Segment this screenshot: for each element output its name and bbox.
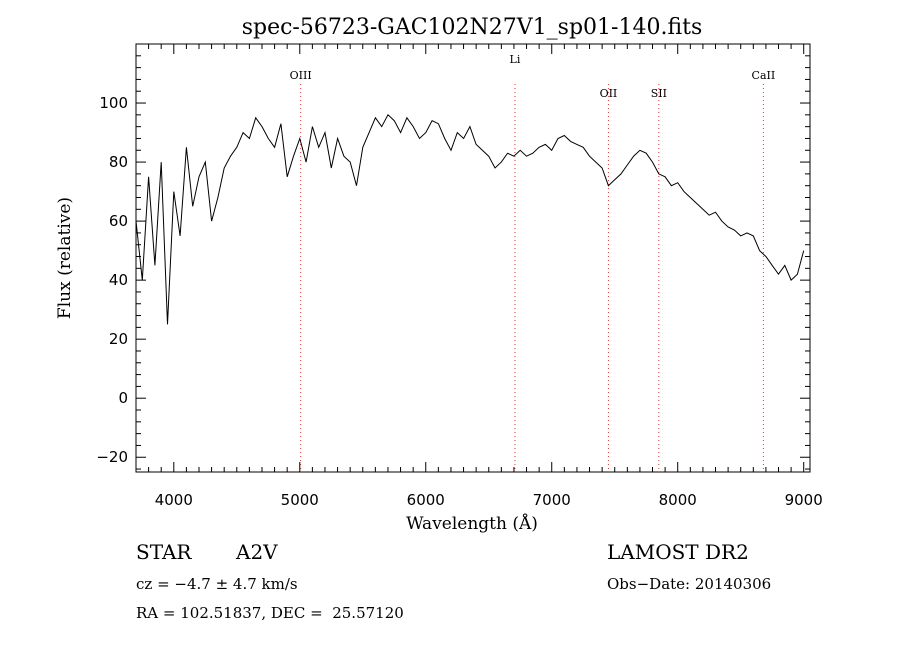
x-tick-label: 9000	[785, 491, 823, 509]
x-axis-label: Wavelength (Å)	[406, 513, 538, 534]
plot-frame	[135, 43, 811, 473]
y-tick-label: 60	[109, 212, 128, 230]
object-class: STAR	[136, 540, 192, 564]
x-tick-label: 6000	[407, 491, 445, 509]
y-tick-label: 20	[109, 330, 128, 348]
spectrum-chart: spec-56723-GAC102N27V1_sp01-140.fits OII…	[55, 15, 823, 534]
x-tick-label: 5000	[281, 491, 319, 509]
obs-date: Obs−Date: 20140306	[607, 575, 772, 593]
line-label-li: Li	[510, 53, 521, 66]
y-tick-label: −20	[96, 448, 128, 466]
y-tick-label: 40	[109, 271, 128, 289]
line-label-caii: CaII	[752, 69, 776, 82]
redshift-cz: cz = −4.7 ± 4.7 km/s	[136, 575, 298, 593]
y-axis-label: Flux (relative)	[55, 197, 75, 319]
x-tick-label: 8000	[659, 491, 697, 509]
line-label-sii: SII	[651, 87, 667, 100]
line-label-oiii: OIII	[290, 69, 312, 82]
y-tick-label: 0	[118, 389, 128, 407]
line-label-oii: OII	[600, 87, 618, 100]
object-subclass: A2V	[236, 540, 278, 564]
ra-dec: RA = 102.51837, DEC = 25.57120	[136, 604, 404, 622]
y-tick-label: 80	[109, 153, 128, 171]
chart-title: spec-56723-GAC102N27V1_sp01-140.fits	[242, 15, 703, 40]
spectrum-line-0	[135, 113, 805, 325]
x-tick-label: 4000	[155, 491, 193, 509]
y-tick-label: 100	[99, 94, 128, 112]
survey-name: LAMOST DR2	[607, 540, 749, 564]
x-tick-label: 7000	[533, 491, 571, 509]
